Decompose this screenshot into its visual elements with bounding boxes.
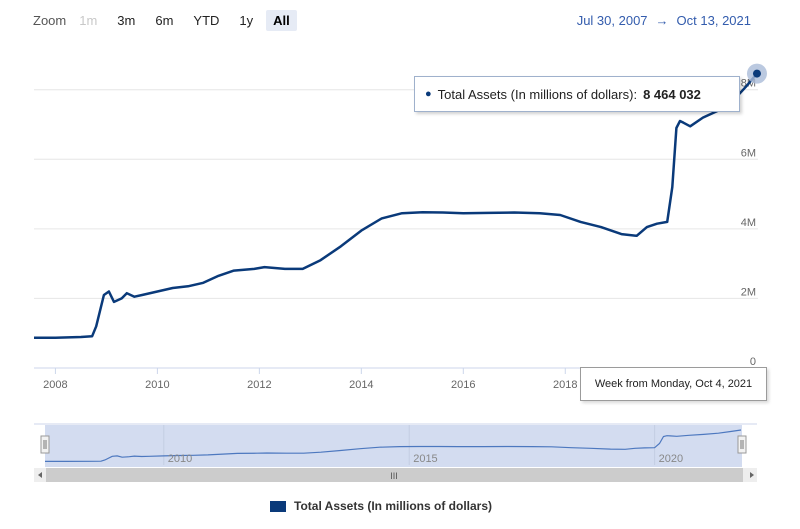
y-tick-label: 2M (741, 286, 756, 298)
legend[interactable]: Total Assets (In millions of dollars) (270, 499, 492, 513)
x-axis-ticks: 2008 2010 2012 2014 2016 2018 (43, 368, 578, 391)
range-arrow-icon: → (655, 13, 669, 28)
zoom-3m-button[interactable]: 3m (117, 13, 136, 28)
grid-lines (34, 89, 758, 369)
scrollbar-grip-icon: III (390, 471, 398, 481)
zoom-controls: Zoom 1m 3m 6m YTD 1y All (33, 10, 303, 31)
scrollbar-thumb[interactable] (46, 468, 743, 482)
navigator-grid (163, 425, 656, 465)
x-tick-label: 2016 (451, 379, 475, 391)
legend-label: Total Assets (In millions of dollars) (294, 499, 493, 513)
zoom-ytd-button[interactable]: YTD (193, 13, 220, 28)
scroll-right-arrow-icon[interactable] (750, 472, 754, 478)
y-tick-label: 0 (750, 356, 756, 368)
zoom-all-button[interactable]: All (266, 10, 297, 31)
zoom-6m-button[interactable]: 6m (155, 13, 174, 28)
navigator-left-handle[interactable] (40, 435, 50, 454)
navigator-right-handle[interactable] (737, 435, 747, 454)
navigator-tick-label: 2010 (168, 453, 192, 465)
hover-marker (752, 69, 761, 78)
x-tick-label: 2014 (349, 379, 373, 391)
tooltip-value: 8 464 032 (643, 86, 701, 102)
navigator-tick-label: 2020 (659, 453, 683, 465)
x-tick-label: 2008 (43, 379, 67, 391)
range-to-input[interactable]: Oct 13, 2021 (676, 13, 751, 28)
total-assets-line (34, 72, 758, 339)
value-tooltip: ● Total Assets (In millions of dollars):… (414, 76, 740, 112)
range-from-input[interactable]: Jul 30, 2007 (576, 13, 648, 28)
date-tooltip: Week from Monday, Oct 4, 2021 (580, 367, 767, 401)
zoom-1m-button[interactable]: 1m (79, 13, 98, 28)
x-tick-label: 2012 (247, 379, 271, 391)
navigator-ticks: 2010 2015 2020 (168, 453, 683, 465)
zoom-1y-button[interactable]: 1y (239, 13, 254, 28)
x-tick-label: 2018 (553, 379, 577, 391)
navigator-selection[interactable] (45, 425, 742, 467)
tooltip-series-label: Total Assets (In millions of dollars): (437, 86, 638, 102)
scroll-left-arrow-icon[interactable] (38, 472, 42, 478)
y-tick-label: 6M (741, 147, 756, 159)
navigator-tick-label: 2015 (413, 453, 437, 465)
x-tick-label: 2010 (145, 379, 169, 391)
navigator-line (45, 429, 742, 462)
y-tick-label: 4M (741, 217, 756, 229)
legend-swatch (270, 500, 286, 512)
series-dot-icon: ● (425, 88, 432, 100)
zoom-label: Zoom (33, 13, 67, 28)
date-range: Jul 30, 2007 → Oct 13, 2021 (577, 13, 751, 28)
